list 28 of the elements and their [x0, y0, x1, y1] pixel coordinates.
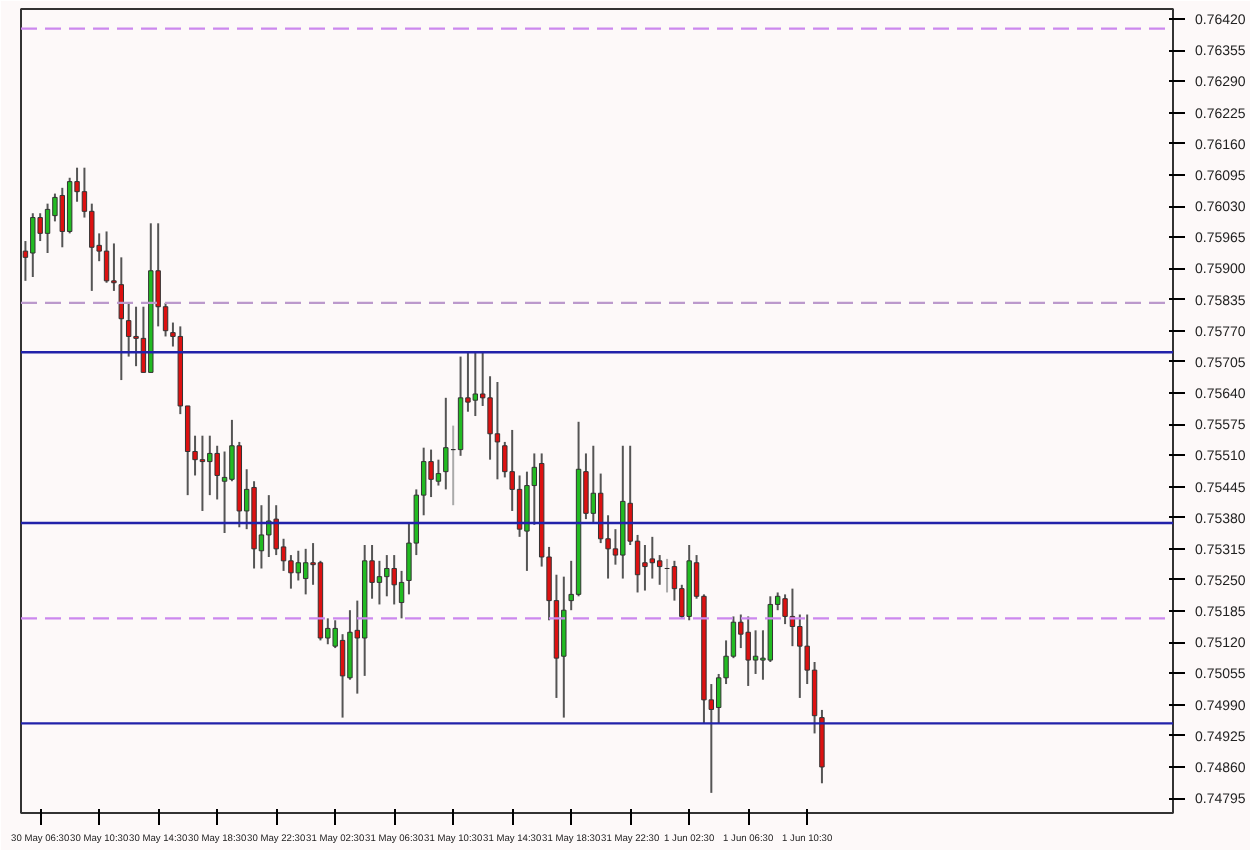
candlestick [472, 351, 479, 418]
candlestick [59, 186, 66, 249]
candlestick [745, 615, 751, 687]
candlestick [103, 230, 110, 284]
candlestick [302, 547, 309, 596]
candlestick [30, 212, 36, 278]
candlestick [199, 434, 206, 512]
candlestick [797, 613, 803, 699]
candlestick [391, 554, 397, 606]
candlestick [376, 559, 383, 606]
candlestick [125, 301, 132, 358]
candlestick [295, 549, 302, 582]
candlestick [561, 575, 567, 719]
candlestick [752, 629, 759, 675]
candlestick [494, 380, 501, 481]
candlestick [214, 444, 220, 501]
candlestick [656, 554, 663, 586]
candlestick [266, 494, 272, 558]
candlestick [443, 396, 449, 491]
candlestick [339, 633, 346, 719]
candlestick [384, 554, 390, 598]
candlestick [428, 448, 434, 499]
candlestick [221, 450, 228, 535]
candlestick [642, 544, 648, 592]
candlestick [435, 458, 442, 487]
candlestick [207, 434, 213, 497]
candlestick [44, 202, 51, 255]
candlestick [133, 305, 139, 368]
